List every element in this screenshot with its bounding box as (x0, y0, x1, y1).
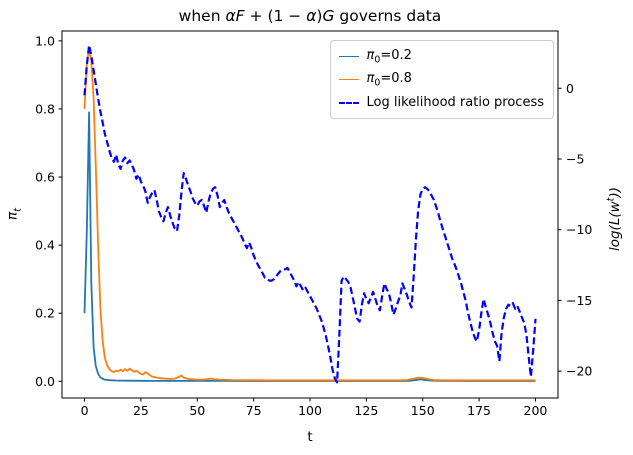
legend: π0=0.2 π0=0.8 Log likelihood ratio proce… (329, 40, 554, 119)
log-label-sup: t (605, 197, 617, 202)
pi-subscript: t (12, 208, 24, 212)
legend-line-sample-pi08 (338, 79, 359, 80)
y-right-tick-label: 0 (566, 81, 574, 96)
x-tick-label: 50 (189, 403, 205, 418)
y-left-tick-label: 1.0 (35, 33, 55, 48)
legend-label-pi08: π0=0.8 (366, 70, 412, 89)
title-segment: ) (316, 7, 323, 25)
legend-line-sample-llr (338, 101, 359, 104)
legend-item-pi08: π0=0.8 (337, 70, 544, 89)
title-segment: + (1 − (244, 7, 307, 25)
x-tick-label: 200 (524, 403, 548, 418)
x-tick-label: 25 (133, 403, 149, 418)
x-axis-label: t (307, 429, 313, 445)
series-log-likelihood-ratio (83, 43, 537, 384)
x-tick-label: 125 (354, 403, 378, 418)
x-tick-label: 175 (467, 403, 491, 418)
y-axis-label-left: πt (5, 208, 24, 220)
y-left-tick-label: 0.0 (35, 374, 55, 389)
chart-title: when αF + (1 − α)G governs data (62, 7, 558, 25)
y-right-tick-label: −10 (566, 222, 592, 237)
title-segment: αF (225, 7, 245, 25)
legend-label-pi02: π0=0.2 (366, 47, 412, 66)
title-segment: when (178, 7, 226, 25)
y-right-tick-label: −15 (566, 293, 592, 308)
pi-symbol: π (4, 211, 21, 220)
legend-item-llr: Log likelihood ratio process (337, 93, 544, 112)
log-label-pre: log(L(w (606, 201, 623, 252)
y-axis-label-right: log(L(wt)) (605, 187, 623, 251)
y-left-tick-label: 0.6 (35, 170, 55, 185)
x-tick-label: 75 (246, 403, 262, 418)
legend-label-llr: Log likelihood ratio process (366, 95, 544, 110)
y-left-tick-label: 0.4 (35, 238, 55, 253)
y-right-tick-label: −20 (566, 364, 592, 379)
y-left-tick-label: 0.2 (35, 306, 55, 321)
legend-item-pi02: π0=0.2 (337, 47, 544, 66)
x-tick-label: 150 (411, 403, 435, 418)
title-segment: G (322, 7, 335, 25)
title-segment: α (306, 7, 317, 25)
x-tick-label: 0 (81, 403, 89, 418)
legend-line-sample-pi02 (338, 56, 359, 57)
y-right-tick-label: −5 (566, 151, 584, 166)
log-label-post: )) (606, 186, 623, 198)
x-tick-label: 100 (298, 403, 322, 418)
series-pi0-08 (83, 46, 536, 382)
y-left-tick-label: 0.8 (35, 101, 55, 116)
title-segment: governs data (334, 7, 442, 25)
series-pi0-02 (83, 111, 536, 382)
